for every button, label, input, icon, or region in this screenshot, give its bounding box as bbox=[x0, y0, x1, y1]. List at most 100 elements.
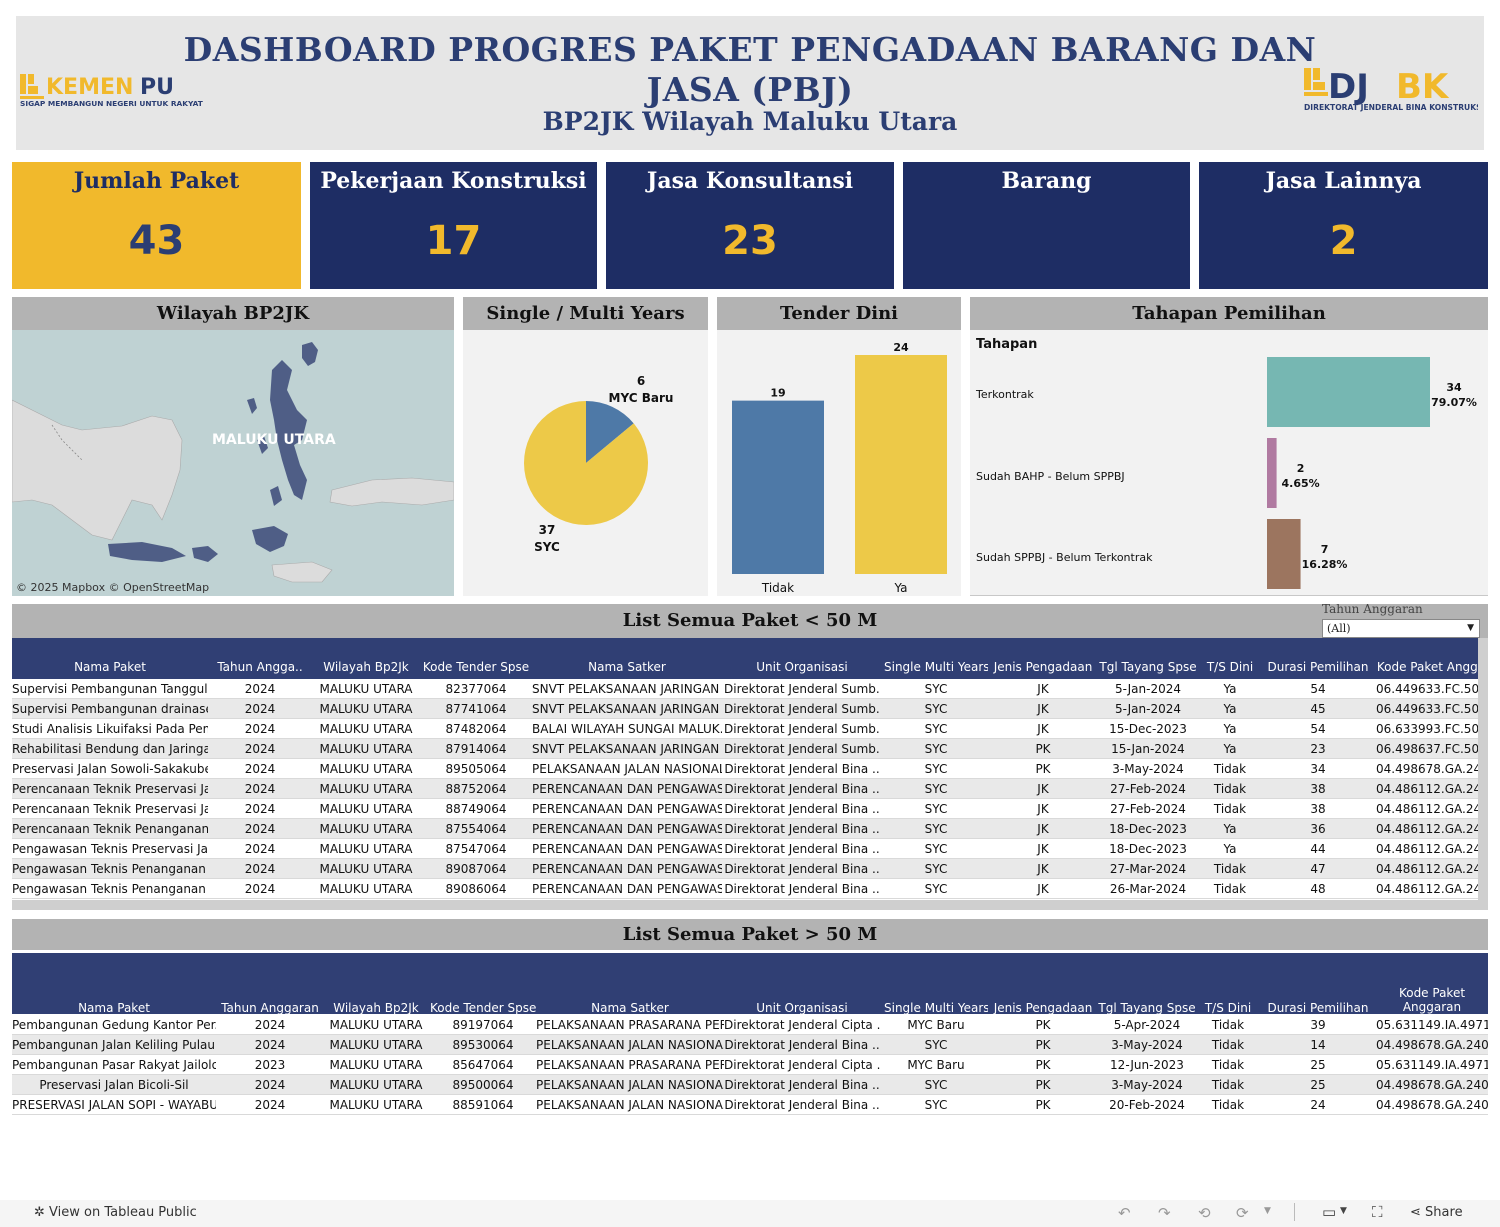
page-title: DASHBOARD PROGRES PAKET PENGADAAN BARANG… bbox=[16, 30, 1484, 110]
table-row[interactable]: Studi Analisis Likuifaksi Pada Pem.. 2024… bbox=[12, 719, 1486, 739]
column-header[interactable]: Tgl Tayang Spse bbox=[1098, 1001, 1196, 1015]
table-row[interactable]: Pembangunan Pasar Rakyat Jailolo .. 2023 M… bbox=[12, 1055, 1488, 1075]
table-cell: Tidak bbox=[1213, 862, 1247, 876]
view-on-tableau-label: View on Tableau Public bbox=[49, 1205, 197, 1220]
chevron-down-icon[interactable]: ▼ bbox=[1340, 1206, 1347, 1216]
table-row[interactable]: Perencanaan Teknik Penanganan .. 2024 MALU… bbox=[12, 819, 1486, 839]
fullscreen-icon[interactable]: ⛶ bbox=[1372, 1203, 1383, 1221]
table-cell: JK bbox=[1037, 822, 1049, 836]
column-header[interactable]: T/S Dini bbox=[1204, 1001, 1252, 1015]
table-row[interactable]: Perencanaan Teknik Preservasi Ja.. 2024 MA… bbox=[12, 779, 1486, 799]
column-header[interactable]: Kode Tender Spse bbox=[422, 660, 530, 674]
revert-icon[interactable]: ⟲ bbox=[1198, 1204, 1211, 1222]
table2-title-bar: List Semua Paket > 50 M bbox=[12, 919, 1488, 950]
table-cell: PERENCANAAN DAN PENGAWAS.. bbox=[532, 802, 722, 816]
table-cell: JK bbox=[1037, 702, 1049, 716]
year-filter-dropdown[interactable]: (All) ▼ bbox=[1322, 619, 1480, 638]
column-header[interactable]: Single Multi Years bbox=[884, 1001, 988, 1015]
table-cell: JK bbox=[1037, 802, 1049, 816]
column-header[interactable]: Kode Paket Anggaran bbox=[1398, 986, 1466, 1014]
column-header[interactable]: Tahun Angga.. bbox=[217, 660, 303, 674]
table-cell: Direktorat Jenderal Bina .. bbox=[724, 842, 880, 856]
table-cell: PERENCANAAN DAN PENGAWAS.. bbox=[532, 842, 722, 856]
table-cell: Direktorat Jenderal Sumb.. bbox=[724, 722, 880, 736]
table-row[interactable]: Preservasi Jalan Bicoli-Sil 2024 MALUKU UT… bbox=[12, 1075, 1488, 1095]
table-cell: Preservasi Jalan Sowoli-Sakakube bbox=[12, 762, 208, 776]
table-row[interactable]: PRESERVASI JALAN SOPI - WAYABU.. 2024 MALU… bbox=[12, 1095, 1488, 1115]
table-cell: 25 bbox=[1310, 1078, 1326, 1092]
column-header[interactable]: Wilayah Bp2Jk bbox=[323, 660, 409, 674]
table-cell: 2023 bbox=[254, 1058, 286, 1072]
column-header[interactable]: Durasi Pemilihan bbox=[1267, 1001, 1369, 1015]
tahapan-bar-terkontrak[interactable] bbox=[1267, 357, 1430, 427]
pie-slice-syc[interactable] bbox=[524, 401, 648, 525]
province-border bbox=[51, 424, 83, 461]
tahapan-value-label: 7 bbox=[1321, 543, 1329, 556]
column-header[interactable]: Nama Satker bbox=[588, 660, 666, 674]
kpi-pekerjaan-konstruksi: Pekerjaan Konstruksi 17 bbox=[310, 162, 597, 289]
column-header[interactable]: Nama Satker bbox=[591, 1001, 669, 1015]
table-cell: MALUKU UTARA bbox=[319, 742, 413, 756]
column-header[interactable]: Kode Tender Spse bbox=[430, 1001, 536, 1015]
table-row[interactable]: Perencanaan Teknik Preservasi Ja.. 2024 MA… bbox=[12, 799, 1486, 819]
kpi-label: Jasa Lainnya bbox=[1265, 168, 1422, 194]
tahapan-bar-sppbj[interactable] bbox=[1267, 519, 1301, 589]
table-row[interactable]: Supervisi Pembangunan drainase .. 2024 MAL… bbox=[12, 699, 1486, 719]
region-map[interactable]: MALUKU UTARA © 2025 Mapbox © OpenStreetM… bbox=[12, 330, 454, 596]
sula-island bbox=[108, 542, 186, 562]
bar-value-label: 24 bbox=[893, 341, 909, 354]
table-cell: Pengawasan Teknis Penanganan J.. bbox=[12, 862, 208, 876]
table-cell: JK bbox=[1037, 682, 1049, 696]
table-row[interactable]: Pengawasan Teknis Preservasi Jal.. 2024 MA… bbox=[12, 839, 1486, 859]
column-header[interactable]: Wilayah Bp2Jk bbox=[333, 1001, 419, 1015]
map-attribution: © 2025 Mapbox © OpenStreetMap bbox=[16, 581, 209, 594]
tahapan-bar-bahp[interactable] bbox=[1267, 438, 1277, 508]
chevron-down-icon: ▼ bbox=[1467, 623, 1474, 633]
table-cell: PERENCANAAN DAN PENGAWAS.. bbox=[532, 882, 722, 896]
column-header[interactable]: Nama Paket bbox=[74, 660, 146, 674]
column-header[interactable]: Jenis Pengadaan bbox=[993, 660, 1093, 674]
pie-label-name: SYC bbox=[534, 540, 560, 554]
bar-ya[interactable] bbox=[855, 355, 947, 574]
column-header[interactable]: Jenis Pengadaan bbox=[993, 1001, 1093, 1015]
table-cell: Tidak bbox=[1211, 1018, 1245, 1032]
table-row[interactable]: Pengawasan Teknis Penanganan J.. 2024 MALU… bbox=[12, 859, 1486, 879]
table-cell: Rehabilitasi Bendung dan Jaringa.. bbox=[12, 742, 208, 756]
kpi-label: Jumlah Paket bbox=[73, 168, 240, 194]
table-row[interactable]: Pengawasan Teknis Penanganan J.. 2024 MALU… bbox=[12, 879, 1486, 899]
table-row[interactable]: Pembangunan Jalan Keliling Pulau .. 2024 M… bbox=[12, 1035, 1488, 1055]
refresh-icon[interactable]: ⟳ bbox=[1236, 1204, 1249, 1222]
bar-tidak[interactable] bbox=[732, 400, 824, 574]
column-header[interactable]: Durasi Pemilihan bbox=[1267, 660, 1369, 674]
table-cell: SYC bbox=[924, 822, 948, 836]
table-cell: Tidak bbox=[1213, 802, 1247, 816]
table-row[interactable]: Rehabilitasi Bendung dan Jaringa.. 2024 MA… bbox=[12, 739, 1486, 759]
column-header[interactable]: T/S Dini bbox=[1206, 660, 1254, 674]
table-cell: Direktorat Jenderal Bina .. bbox=[724, 782, 880, 796]
pie-slice-myc-baru[interactable] bbox=[586, 401, 634, 463]
column-header[interactable]: Unit Organisasi bbox=[756, 660, 848, 674]
column-header[interactable]: Kode Paket Angga bbox=[1376, 660, 1486, 674]
view-on-tableau-link[interactable]: ✲ View on Tableau Public bbox=[34, 1205, 197, 1220]
redo-icon[interactable]: ↷ bbox=[1158, 1204, 1171, 1222]
undo-icon[interactable]: ↶ bbox=[1118, 1204, 1131, 1222]
table-row[interactable]: Preservasi Jalan Sowoli-Sakakube 2024 MALU… bbox=[12, 759, 1486, 779]
column-header[interactable]: Tahun Anggaran bbox=[221, 1001, 319, 1015]
table1-horizontal-scrollbar[interactable] bbox=[12, 900, 1478, 910]
chevron-down-icon[interactable]: ▼ bbox=[1264, 1206, 1271, 1216]
table-row[interactable]: Pembangunan Gedung Kantor Per.. 2024 MALUK… bbox=[12, 1015, 1488, 1035]
device-preview-icon[interactable]: ▭ bbox=[1322, 1203, 1337, 1221]
column-header[interactable]: Unit Organisasi bbox=[756, 1001, 848, 1015]
table-cell: MALUKU UTARA bbox=[319, 822, 413, 836]
share-button[interactable]: ⋖ Share bbox=[1410, 1205, 1463, 1220]
table-cell: 47 bbox=[1310, 862, 1326, 876]
column-header[interactable]: Single Multi Years bbox=[884, 660, 988, 674]
table-cell: PRESERVASI JALAN SOPI - WAYABU.. bbox=[12, 1098, 216, 1112]
table-row[interactable]: Supervisi Pembangunan Tanggul .. 2024 MALU… bbox=[12, 679, 1486, 699]
table-cell: 06.498637.FC.5036 bbox=[1376, 742, 1486, 756]
table1-scrollbar[interactable] bbox=[1478, 638, 1488, 910]
table-cell: 89197064 bbox=[452, 1018, 514, 1032]
table-cell: MALUKU UTARA bbox=[319, 682, 413, 696]
column-header[interactable]: Nama Paket bbox=[78, 1001, 150, 1015]
column-header[interactable]: Tgl Tayang Spse bbox=[1099, 660, 1197, 674]
